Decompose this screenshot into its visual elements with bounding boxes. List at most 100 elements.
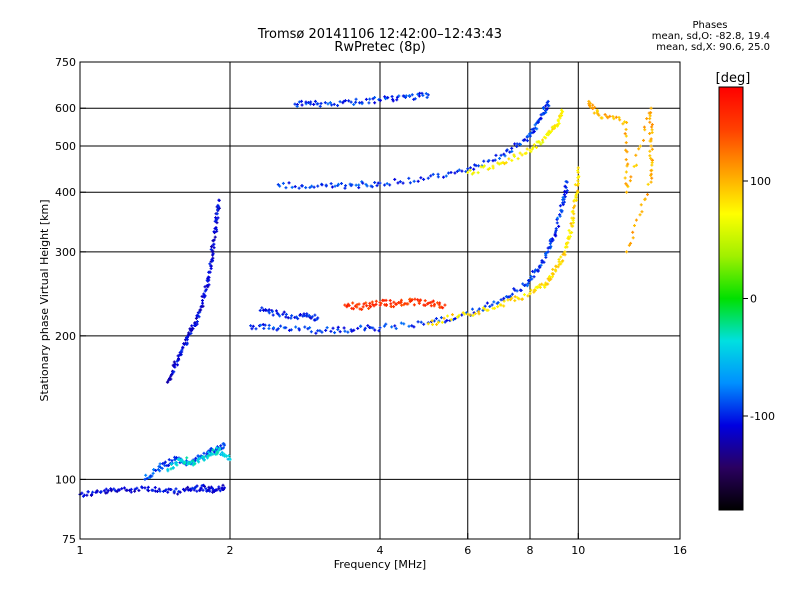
trace-point	[617, 115, 621, 119]
trace-point	[386, 96, 390, 100]
trace-point	[171, 363, 175, 367]
trace-point	[308, 186, 312, 190]
trace-point	[648, 149, 652, 153]
trace-point	[378, 303, 382, 307]
trace-point	[522, 293, 526, 297]
data-point	[316, 316, 320, 320]
trace-point	[611, 115, 615, 119]
trace-point	[360, 307, 364, 311]
phases-title: Phases	[692, 20, 728, 31]
trace-point	[530, 277, 534, 281]
trace-point	[333, 184, 337, 188]
trace-point	[510, 146, 514, 150]
trace-point	[407, 176, 411, 180]
trace-point	[310, 315, 314, 319]
trace-point	[212, 230, 216, 234]
trace-point	[576, 182, 580, 186]
trace-point	[338, 100, 342, 104]
trace-point	[576, 189, 580, 193]
trace-point	[158, 462, 162, 466]
trace-point	[407, 324, 411, 328]
trace-point	[554, 234, 558, 238]
trace-point	[282, 310, 286, 314]
trace-point	[548, 238, 552, 242]
trace-point	[631, 230, 635, 234]
trace-point	[300, 103, 304, 107]
trace-point	[165, 380, 169, 384]
data-point	[466, 170, 470, 174]
trace-point	[648, 132, 652, 136]
trace-point	[532, 127, 536, 131]
trace-point	[398, 180, 402, 184]
trace-point	[561, 195, 565, 199]
trace-point	[320, 330, 324, 334]
trace-point	[464, 170, 468, 174]
data-point	[426, 322, 430, 326]
trace-point	[328, 101, 332, 105]
data-point	[499, 153, 503, 157]
trace-point	[439, 316, 443, 320]
x-tick-label: 8	[527, 544, 534, 557]
trace-point	[313, 99, 317, 103]
trace-point	[200, 299, 204, 303]
trace-point	[304, 100, 308, 104]
trace-point	[153, 486, 157, 490]
trace-point	[525, 147, 529, 151]
trace-point	[396, 181, 400, 185]
trace-point	[370, 185, 374, 189]
trace-point	[148, 474, 152, 478]
trace-point	[529, 274, 533, 278]
data-point	[426, 176, 430, 180]
trace-point	[624, 134, 628, 138]
trace-point	[563, 253, 567, 257]
trace-point	[441, 175, 445, 179]
trace-point	[485, 301, 489, 305]
grid	[80, 62, 680, 539]
trace-point	[483, 304, 487, 308]
trace-point	[202, 292, 206, 296]
trace-point	[365, 304, 369, 308]
data-point	[223, 486, 227, 490]
trace-point	[198, 456, 202, 460]
trace-point	[606, 116, 610, 120]
trace-point	[614, 115, 618, 119]
data-point	[649, 144, 653, 148]
trace-point	[366, 324, 370, 328]
trace-point	[455, 315, 459, 319]
trace-point	[309, 100, 313, 104]
trace-point	[106, 489, 110, 493]
trace-point	[574, 192, 578, 196]
y-tick-label: 400	[55, 186, 76, 199]
trace-point	[198, 489, 202, 493]
trace-point	[329, 182, 333, 186]
data-point	[143, 477, 147, 481]
trace-point	[346, 330, 350, 334]
y-tick-label: 750	[55, 56, 76, 69]
trace-point	[573, 204, 577, 208]
data-point	[553, 230, 557, 234]
trace-point	[364, 97, 368, 101]
trace-point	[538, 285, 542, 289]
trace-point	[279, 324, 283, 328]
trace-point	[545, 102, 549, 106]
trace-point	[155, 489, 159, 493]
trace-point	[623, 132, 627, 136]
trace-point	[80, 491, 84, 495]
trace-point	[543, 285, 547, 289]
trace-point	[167, 463, 171, 467]
trace-point	[158, 469, 162, 473]
trace-point	[632, 164, 636, 168]
trace-point	[504, 295, 508, 299]
trace-point	[313, 313, 317, 317]
trace-point	[297, 100, 301, 104]
trace-point	[472, 167, 476, 171]
trace-point	[526, 281, 530, 285]
x-tick-label: 4	[377, 544, 384, 557]
trace-point	[152, 468, 156, 472]
trace-point	[329, 329, 333, 333]
trace-point	[525, 139, 529, 143]
trace-point	[563, 185, 567, 189]
trace-point	[215, 229, 219, 233]
trace-point	[318, 104, 322, 108]
